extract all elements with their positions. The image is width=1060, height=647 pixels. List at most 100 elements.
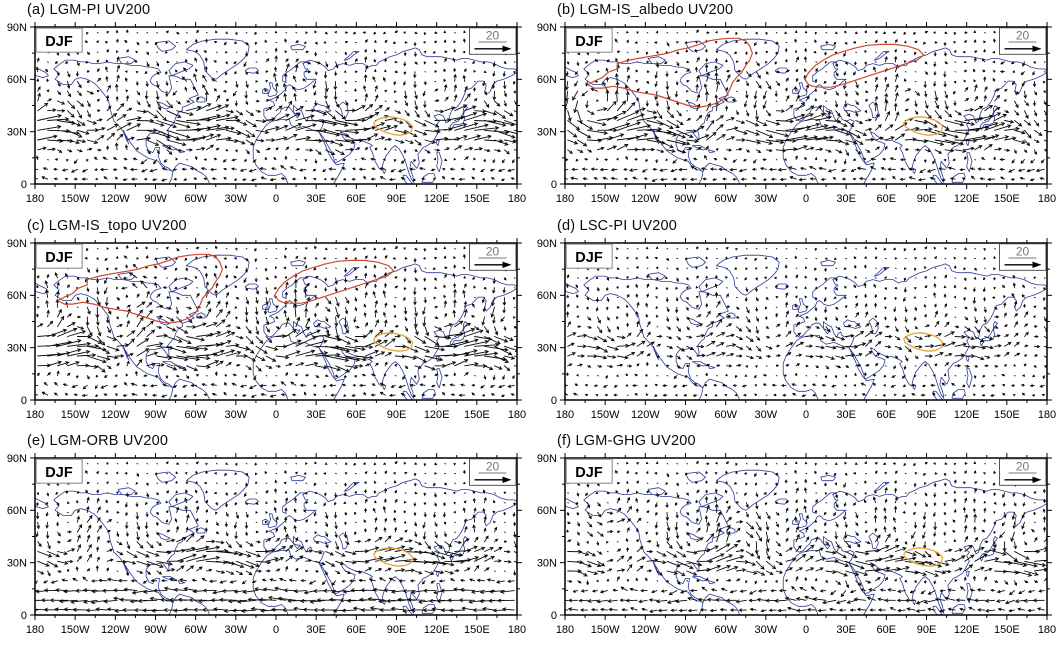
lon-tick-label: 30E [306,624,326,636]
lon-tick-label: 150E [464,409,490,421]
lon-tick-label: 120W [101,193,130,205]
map-svg: 180 150W 120W 90W 60W 30W 0 30E 60E 90E 120E 150E 18… [537,453,1056,636]
lon-tick-label: 60W [184,624,207,636]
djf-label: DJF [575,250,603,266]
lon-tick-label: 150W [591,409,620,421]
lon-tick-label: 180 [1038,409,1056,421]
djf-label-box: DJF [35,458,83,485]
lon-tick-label: 90W [674,409,697,421]
lat-tick-label: 30N [537,558,557,570]
lon-tick-label: 30E [836,193,856,205]
lon-tick-label: 90E [917,409,937,421]
lon-tick-label: 0 [273,193,279,205]
ice-sheet-outline [587,37,925,108]
lat-tick-label: 0 [551,394,557,406]
map-svg: 180 150W 120W 90W 60W 30W 0 30E 60E 90E 120E 150E 18… [7,237,526,421]
lon-tick-label: 150W [591,624,620,636]
lat-tick-label: 90N [7,22,27,34]
panel-b: (b) LGM-IS_albedo UV200 180 150W 120W 90W 60… [530,0,1060,216]
lon-tick-label: 60W [714,193,737,205]
ice-sheet-outline [57,253,395,324]
tibet-outline [373,116,414,136]
lon-tick-label: 60W [184,193,207,205]
lon-tick-label: 90E [387,624,407,636]
ref-vector-value: 20 [486,460,500,474]
lon-tick-label: 120E [954,624,980,636]
axis-ticks [30,237,522,405]
lon-tick-label: 180 [508,409,526,421]
axis-ticks [560,237,1052,405]
lon-tick-label: 150E [994,193,1020,205]
lon-tick-label: 30W [755,624,778,636]
tibet-outline [903,547,944,568]
lon-tick-label: 150W [61,624,90,636]
lon-tick-label: 120W [101,624,130,636]
coastlines [565,470,1047,616]
panel-title: (c) LGM-IS_topo UV200 [27,217,187,234]
lon-tick-label: 180 [508,193,526,205]
djf-label: DJF [575,465,603,481]
ref-vector-value: 20 [486,244,500,258]
ref-vector-box: 20 [469,458,517,487]
panel-e: (e) LGM-ORB UV200 180 150W 120W 90W 60W 30W 0 3… [0,431,530,647]
wind-vector-field [565,29,1047,182]
plot-frame [564,457,1048,617]
lon-tick-label: 150E [464,193,490,205]
lon-tick-label: 180 [556,193,574,205]
wind-vector-field [565,245,1047,397]
lon-tick-label: 60E [347,409,367,421]
axis-ticks [30,22,522,189]
lon-tick-label: 150E [994,409,1020,421]
lon-tick-label: 180 [26,193,44,205]
tibet-outline [903,116,944,136]
lon-tick-label: 0 [803,193,809,205]
lon-tick-label: 30E [836,624,856,636]
axis-ticks [30,453,522,621]
djf-label: DJF [45,34,73,50]
lat-tick-label: 0 [21,179,27,191]
lon-tick-label: 90W [674,624,697,636]
lon-tick-label: 90W [144,624,167,636]
lon-tick-label: 120W [631,193,660,205]
lon-tick-label: 120E [424,624,450,636]
ref-vector-box: 20 [999,27,1047,55]
lon-tick-label: 60W [714,624,737,636]
map-svg: 180 150W 120W 90W 60W 30W 0 30E 60E 90E 120E 150E 18… [7,22,526,205]
lat-tick-label: 90N [537,237,557,249]
tibet-outline [373,331,414,352]
wind-vector-field [565,460,1047,614]
coastlines [565,38,1047,184]
lon-tick-label: 120W [101,409,130,421]
djf-label-box: DJF [565,243,613,269]
lon-tick-label: 180 [1038,193,1056,205]
ref-vector-value: 20 [486,29,500,43]
map-svg: 180 150W 120W 90W 60W 30W 0 30E 60E 90E 120E 150E 18… [7,453,526,636]
wind-vector-field [35,29,517,182]
lat-tick-label: 0 [551,179,557,191]
lat-tick-label: 0 [21,610,27,622]
djf-label: DJF [45,465,73,481]
tibet-outline [903,331,944,352]
lon-tick-label: 120W [631,624,660,636]
lon-tick-label: 90W [144,193,167,205]
lon-tick-label: 30W [755,193,778,205]
lat-tick-label: 90N [7,453,27,465]
lon-tick-label: 180 [1038,624,1056,636]
lat-tick-label: 60N [537,74,557,86]
lon-tick-label: 120E [424,409,450,421]
lon-tick-label: 180 [26,409,44,421]
lon-tick-label: 150E [464,624,490,636]
ref-vector-value: 20 [1016,460,1030,474]
lat-tick-label: 30N [7,342,27,354]
plot-frame [34,241,518,401]
lon-tick-label: 180 [556,409,574,421]
lon-tick-label: 90W [144,409,167,421]
wind-vector-field [35,460,517,614]
panel-a: (a) LGM-PI UV200 180 150W 120W 90W 60W 30W 0 30… [0,0,530,216]
lat-tick-label: 0 [21,394,27,406]
djf-label: DJF [45,250,73,266]
lat-tick-label: 30N [7,558,27,570]
ref-vector-value: 20 [1016,29,1030,43]
lon-tick-label: 120E [424,193,450,205]
